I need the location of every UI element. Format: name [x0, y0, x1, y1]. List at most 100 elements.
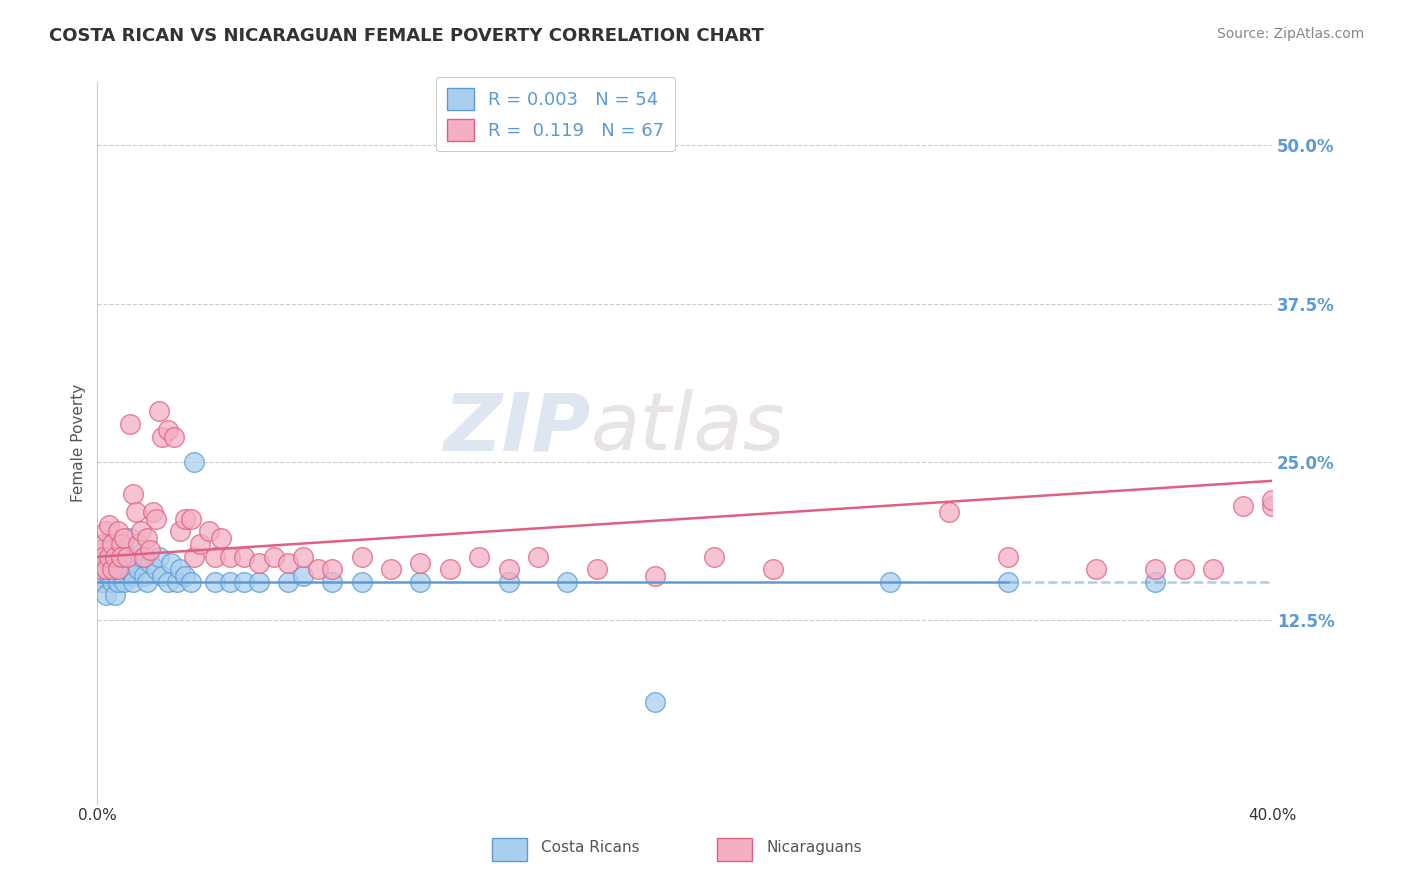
- Point: [1261, 499, 1284, 513]
- Point: [91, 537, 114, 551]
- Point: [89, 543, 111, 558]
- Point: [98, 549, 121, 564]
- Point: [997, 549, 1019, 564]
- Point: [169, 524, 191, 539]
- Point: [321, 562, 343, 576]
- Point: [585, 562, 607, 576]
- Point: [218, 549, 240, 564]
- Text: Source: ZipAtlas.com: Source: ZipAtlas.com: [1216, 27, 1364, 41]
- Point: [163, 429, 186, 443]
- Point: [291, 569, 314, 583]
- Point: [96, 588, 118, 602]
- Point: [1261, 492, 1284, 507]
- Point: [121, 575, 143, 590]
- Point: [142, 506, 165, 520]
- Point: [247, 556, 270, 570]
- Text: Nicaraguans: Nicaraguans: [766, 840, 862, 855]
- Point: [644, 569, 666, 583]
- Point: [131, 524, 153, 539]
- Point: [350, 549, 373, 564]
- Point: [439, 562, 461, 576]
- Point: [91, 549, 114, 564]
- Point: [498, 562, 520, 576]
- Point: [159, 556, 181, 570]
- Point: [468, 549, 491, 564]
- Point: [101, 575, 124, 590]
- Text: COSTA RICAN VS NICARAGUAN FEMALE POVERTY CORRELATION CHART: COSTA RICAN VS NICARAGUAN FEMALE POVERTY…: [49, 27, 763, 45]
- Point: [938, 506, 960, 520]
- Y-axis label: Female Poverty: Female Poverty: [72, 384, 86, 502]
- Point: [136, 531, 159, 545]
- Point: [104, 588, 127, 602]
- Point: [112, 531, 135, 545]
- Point: [145, 512, 167, 526]
- Point: [644, 695, 666, 709]
- Point: [527, 549, 550, 564]
- Point: [139, 543, 162, 558]
- Point: [555, 575, 578, 590]
- Point: [247, 575, 270, 590]
- Point: [118, 417, 141, 431]
- Legend: R = 0.003   N = 54, R =  0.119   N = 67: R = 0.003 N = 54, R = 0.119 N = 67: [436, 77, 675, 152]
- Point: [204, 549, 226, 564]
- Point: [188, 537, 211, 551]
- Point: [124, 506, 146, 520]
- Point: [101, 562, 124, 576]
- Point: [101, 537, 124, 551]
- Point: [131, 549, 153, 564]
- Point: [277, 575, 299, 590]
- Point: [112, 562, 135, 576]
- Point: [107, 524, 129, 539]
- Point: [409, 575, 432, 590]
- Point: [104, 549, 127, 564]
- Point: [879, 575, 901, 590]
- Point: [96, 524, 118, 539]
- Point: [127, 537, 149, 551]
- Point: [115, 549, 138, 564]
- Point: [321, 575, 343, 590]
- Point: [1173, 562, 1195, 576]
- Point: [150, 569, 173, 583]
- Point: [1143, 562, 1166, 576]
- Point: [380, 562, 402, 576]
- Point: [98, 537, 121, 551]
- Point: [89, 569, 111, 583]
- Point: [233, 549, 256, 564]
- Point: [166, 575, 188, 590]
- Point: [145, 562, 167, 576]
- Point: [107, 575, 129, 590]
- Point: [209, 531, 232, 545]
- Point: [121, 486, 143, 500]
- Point: [1232, 499, 1254, 513]
- Text: ZIP: ZIP: [443, 390, 591, 467]
- Point: [98, 518, 121, 533]
- Point: [997, 575, 1019, 590]
- Point: [307, 562, 329, 576]
- Point: [409, 556, 432, 570]
- Point: [91, 575, 114, 590]
- Point: [204, 575, 226, 590]
- Point: [118, 531, 141, 545]
- Point: [350, 575, 373, 590]
- Point: [134, 549, 156, 564]
- Point: [136, 575, 159, 590]
- Point: [263, 549, 285, 564]
- Point: [115, 562, 138, 576]
- Point: [218, 575, 240, 590]
- Point: [104, 562, 127, 576]
- Point: [91, 549, 114, 564]
- Point: [124, 556, 146, 570]
- Point: [198, 524, 221, 539]
- Point: [291, 549, 314, 564]
- Point: [150, 429, 173, 443]
- Point: [89, 562, 111, 576]
- Point: [127, 562, 149, 576]
- Point: [183, 455, 205, 469]
- Point: [115, 549, 138, 564]
- Point: [110, 537, 132, 551]
- Point: [107, 562, 129, 576]
- Point: [96, 556, 118, 570]
- Point: [107, 549, 129, 564]
- Text: Costa Ricans: Costa Ricans: [541, 840, 640, 855]
- Text: atlas: atlas: [591, 390, 786, 467]
